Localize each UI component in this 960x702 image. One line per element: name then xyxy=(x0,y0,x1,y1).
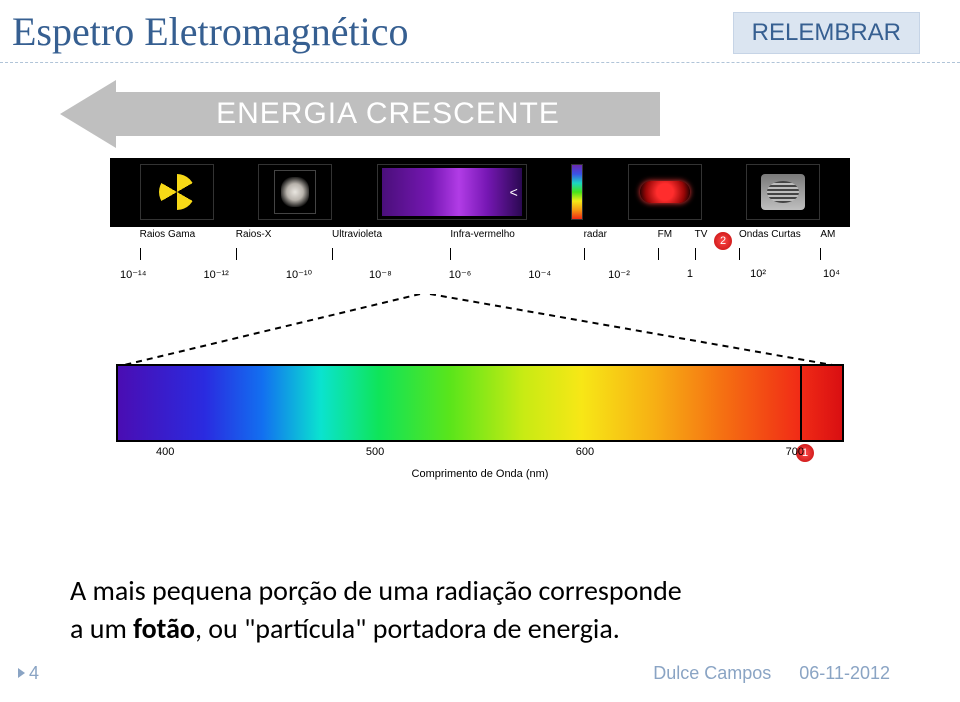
arrow-label: ENERGIA CRESCENTE xyxy=(216,97,560,131)
body-line2b: , ou "partícula" portadora de energia. xyxy=(195,611,620,646)
power-tick: 10⁻¹² xyxy=(203,268,228,281)
scale-label: TV xyxy=(695,229,708,240)
infrared-icon xyxy=(628,164,702,220)
visible-spectrum-bar xyxy=(116,364,844,442)
scale-label: AM xyxy=(820,229,835,240)
bold-fotao: fotão xyxy=(133,611,195,646)
scale-label: Infra-vermelho xyxy=(450,229,514,240)
gamma-icon xyxy=(140,164,214,220)
power-tick: 10⁻¹⁰ xyxy=(286,268,312,281)
xray-icon xyxy=(258,164,332,220)
arrow-head-icon xyxy=(60,80,116,148)
nm-tick: 600 xyxy=(576,446,594,466)
body-line1: A mais pequena porção de uma radiação co… xyxy=(70,573,682,608)
power-tick: 1 xyxy=(687,268,693,280)
scale-label: radar xyxy=(584,229,607,240)
badge-relembrar: RELEMBRAR xyxy=(733,12,920,54)
nm-caption: Comprimento de Onda (nm) xyxy=(110,468,850,480)
visible-strip-icon xyxy=(571,164,583,220)
footer-author: Dulce Campos xyxy=(653,663,771,684)
power-tick: 10⁻¹⁴ xyxy=(120,268,146,281)
footer-date: 06-11-2012 xyxy=(799,663,890,684)
title-underline xyxy=(0,62,960,63)
marker-line xyxy=(800,364,802,442)
power-tick: 10⁻⁴ xyxy=(528,268,551,281)
nm-tick: 400 xyxy=(156,446,174,466)
power-tick: 10⁻⁸ xyxy=(369,268,392,281)
spectrum-icon-row: < xyxy=(110,158,850,226)
scale-label: Raios-X xyxy=(236,229,272,240)
energy-arrow: ENERGIA CRESCENTE xyxy=(60,86,660,142)
scale-label: FM xyxy=(658,229,672,240)
scale-label: Ondas Curtas xyxy=(739,229,801,240)
arrow-body: ENERGIA CRESCENTE xyxy=(116,92,660,136)
uv-icon: < xyxy=(377,164,527,220)
body-text: A mais pequena porção de uma radiação co… xyxy=(70,572,920,648)
power-tick: 10⁻⁶ xyxy=(449,268,472,281)
body-line2a: a um xyxy=(70,611,133,646)
visible-zoom-area: 1 400500600700 Comprimento de Onda (nm) xyxy=(110,294,850,524)
power-tick: 10⁻² xyxy=(608,268,630,281)
scale-label: Ultravioleta xyxy=(332,229,382,240)
power-tick: 10⁴ xyxy=(823,268,840,280)
nm-tick-row: 400 500 600 700 xyxy=(116,446,844,466)
power-scale-row: 10⁻¹⁴ 10⁻¹² 10⁻¹⁰ 10⁻⁸ 10⁻⁶ 10⁻⁴ 10⁻² 1 10² 10⁴ xyxy=(110,260,850,288)
slide-title: Espetro Eletromagnético xyxy=(12,8,409,55)
zoom-dashed-lines xyxy=(110,294,850,374)
nm-tick: 500 xyxy=(366,446,384,466)
page-number: 4 xyxy=(18,663,39,684)
power-tick: 10² xyxy=(750,268,766,280)
radio-icon xyxy=(746,164,820,220)
em-spectrum-diagram: < Raios Gama Raios-X Ultravioleta Infra-ver… xyxy=(110,158,850,524)
marker-2: 2 xyxy=(714,232,732,250)
scale-label: Raios Gama xyxy=(140,229,196,240)
nm-tick: 700 xyxy=(786,446,804,466)
wavelength-category-row: Raios Gama Raios-X Ultravioleta Infra-verme… xyxy=(110,226,850,260)
footer-right: Dulce Campos 06-11-2012 xyxy=(653,663,890,684)
